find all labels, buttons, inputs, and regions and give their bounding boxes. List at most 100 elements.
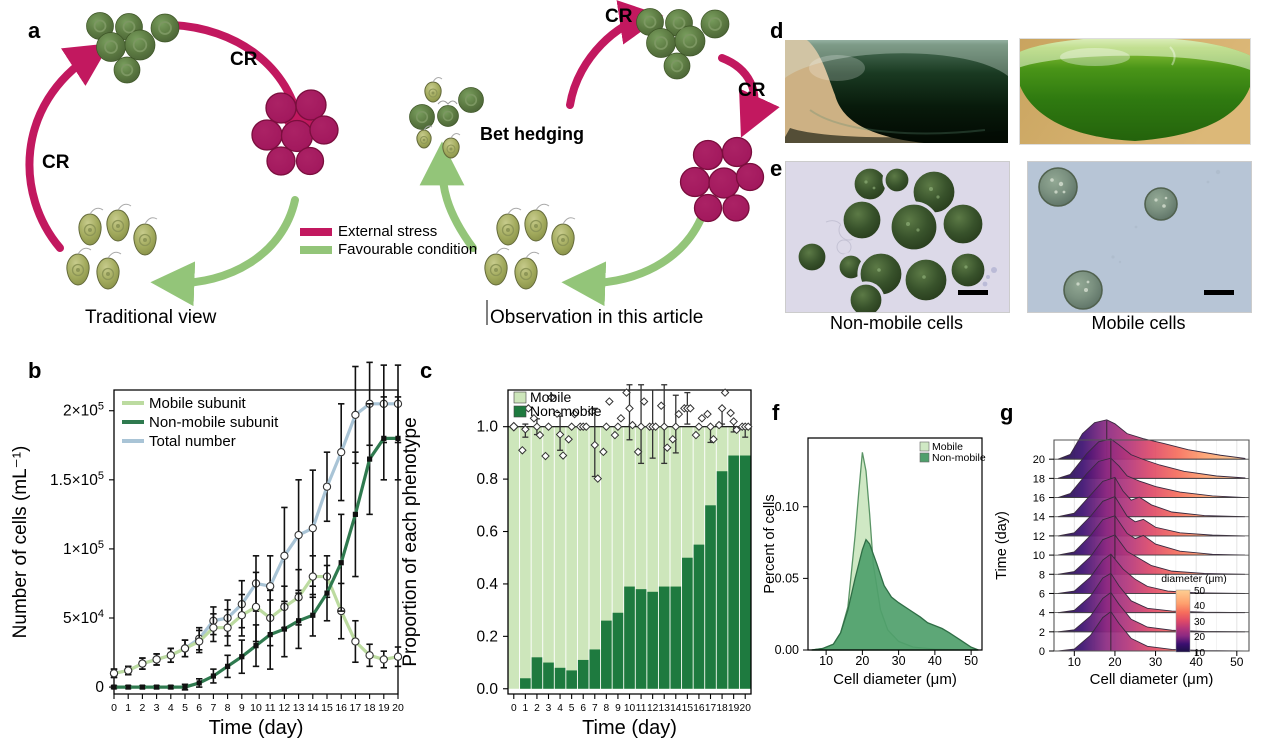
svg-text:30: 30: [1194, 617, 1206, 628]
svg-text:Total number: Total number: [149, 433, 236, 450]
svg-text:20: 20: [1194, 632, 1206, 643]
svg-text:18: 18: [364, 702, 376, 714]
svg-text:14: 14: [307, 702, 319, 714]
svg-text:2: 2: [534, 703, 540, 714]
svg-text:7: 7: [592, 703, 598, 714]
svg-text:diameter (μm): diameter (μm): [1161, 573, 1227, 585]
svg-text:12: 12: [279, 702, 291, 714]
svg-text:10: 10: [250, 702, 262, 714]
svg-text:CR: CR: [605, 6, 633, 27]
svg-text:4: 4: [168, 702, 174, 714]
svg-text:Non-mobile: Non-mobile: [932, 452, 986, 464]
svg-text:6: 6: [1039, 588, 1045, 600]
svg-text:0: 0: [111, 702, 117, 714]
svg-text:30: 30: [1149, 655, 1163, 669]
svg-text:Observation in this article: Observation in this article: [490, 307, 703, 328]
svg-text:20: 20: [1033, 454, 1045, 466]
svg-text:5: 5: [182, 702, 188, 714]
svg-text:20: 20: [855, 654, 869, 668]
svg-text:2×105: 2×105: [63, 401, 104, 420]
svg-text:Proportion of each phenotype: Proportion of each phenotype: [400, 417, 421, 666]
svg-text:CR: CR: [738, 80, 766, 101]
svg-text:0: 0: [1039, 646, 1045, 658]
svg-text:19: 19: [378, 702, 390, 714]
svg-text:Time (day): Time (day): [994, 511, 1010, 580]
svg-text:5×104: 5×104: [63, 608, 104, 627]
svg-text:6: 6: [196, 702, 202, 714]
svg-text:7: 7: [210, 702, 216, 714]
svg-text:15: 15: [321, 702, 333, 714]
svg-text:12: 12: [1033, 531, 1045, 543]
svg-text:1: 1: [125, 702, 131, 714]
svg-text:0.6: 0.6: [476, 524, 498, 541]
svg-text:14: 14: [1033, 512, 1045, 524]
svg-text:0.8: 0.8: [476, 471, 498, 488]
svg-text:16: 16: [693, 703, 705, 714]
svg-text:0: 0: [511, 703, 517, 714]
svg-text:10: 10: [1068, 655, 1082, 669]
svg-text:16: 16: [1033, 493, 1045, 505]
svg-text:15: 15: [682, 703, 694, 714]
svg-text:50: 50: [964, 654, 978, 668]
svg-text:18: 18: [1033, 473, 1045, 485]
svg-text:11: 11: [265, 702, 276, 714]
svg-text:Non-mobile subunit: Non-mobile subunit: [149, 414, 279, 431]
svg-text:14: 14: [670, 703, 682, 714]
svg-text:50: 50: [1230, 655, 1244, 669]
svg-text:16: 16: [335, 702, 347, 714]
svg-text:17: 17: [705, 703, 717, 714]
svg-text:0.4: 0.4: [476, 576, 498, 593]
svg-text:1×105: 1×105: [63, 539, 104, 558]
svg-text:Favourable condition: Favourable condition: [338, 241, 477, 258]
svg-text:10: 10: [1033, 550, 1045, 562]
svg-text:Cell diameter (μm): Cell diameter (μm): [833, 671, 957, 688]
svg-text:30: 30: [892, 654, 906, 668]
svg-text:External stress: External stress: [338, 223, 437, 240]
svg-text:6: 6: [580, 703, 586, 714]
svg-text:10: 10: [624, 703, 636, 714]
svg-text:0: 0: [95, 679, 104, 696]
svg-text:8: 8: [604, 703, 610, 714]
svg-text:18: 18: [716, 703, 728, 714]
svg-text:50: 50: [1194, 586, 1206, 597]
svg-text:20: 20: [1108, 655, 1122, 669]
svg-text:Time (day): Time (day): [209, 717, 304, 739]
svg-text:3: 3: [546, 703, 552, 714]
svg-text:0.05: 0.05: [775, 571, 799, 585]
svg-text:40: 40: [1194, 601, 1206, 612]
svg-text:13: 13: [293, 702, 305, 714]
svg-text:CR: CR: [230, 49, 258, 70]
svg-text:Traditional view: Traditional view: [85, 307, 217, 328]
svg-text:5: 5: [569, 703, 575, 714]
svg-text:4: 4: [1039, 608, 1045, 620]
svg-text:20: 20: [740, 703, 752, 714]
svg-text:40: 40: [928, 654, 942, 668]
svg-text:0.00: 0.00: [775, 643, 799, 657]
svg-text:8: 8: [225, 702, 231, 714]
svg-text:2: 2: [1039, 627, 1045, 639]
svg-text:10: 10: [1194, 648, 1206, 659]
svg-text:9: 9: [615, 703, 621, 714]
svg-text:1.5×105: 1.5×105: [50, 470, 104, 489]
svg-text:2: 2: [139, 702, 145, 714]
svg-text:13: 13: [659, 703, 671, 714]
svg-text:Number of cells (mL⁻¹): Number of cells (mL⁻¹): [10, 446, 31, 639]
svg-text:19: 19: [728, 703, 740, 714]
svg-text:Bet hedging: Bet hedging: [480, 124, 584, 144]
svg-text:Mobile subunit: Mobile subunit: [149, 395, 247, 412]
svg-text:10: 10: [819, 654, 833, 668]
svg-text:CR: CR: [42, 152, 70, 173]
svg-text:9: 9: [239, 702, 245, 714]
svg-text:1: 1: [523, 703, 529, 714]
svg-text:Percent of cells: Percent of cells: [762, 494, 778, 593]
svg-text:Time (day): Time (day): [582, 717, 677, 739]
svg-text:Non-mobile: Non-mobile: [530, 403, 602, 419]
svg-text:0.0: 0.0: [476, 681, 498, 698]
svg-text:3: 3: [154, 702, 160, 714]
svg-text:8: 8: [1039, 569, 1045, 581]
svg-text:4: 4: [557, 703, 563, 714]
svg-text:0.10: 0.10: [775, 500, 799, 514]
svg-text:11: 11: [636, 703, 647, 714]
svg-text:17: 17: [350, 702, 362, 714]
svg-text:Cell diameter (μm): Cell diameter (μm): [1090, 671, 1214, 688]
